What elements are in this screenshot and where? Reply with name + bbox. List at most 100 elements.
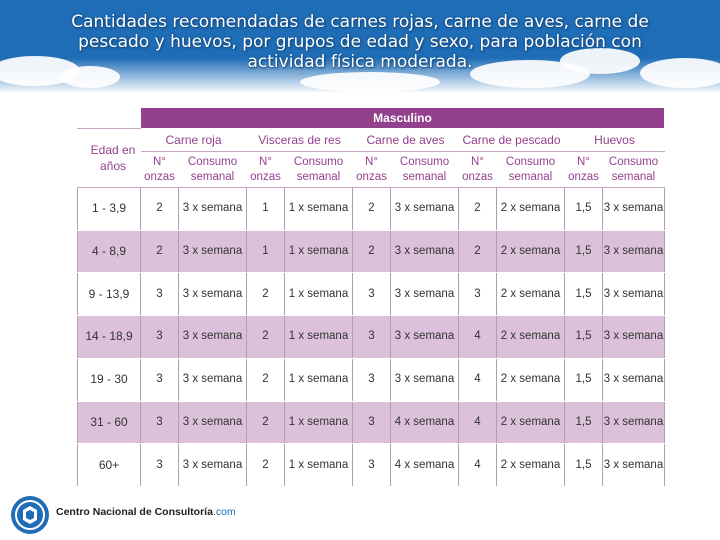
consumo-cell: 2 x semana	[496, 315, 565, 359]
onzas-cell: 1,5	[564, 315, 603, 359]
onzas-cell: 1,5	[564, 272, 603, 317]
consumo-cell: 1 x semana	[284, 315, 353, 359]
category-header-1: Carne roja	[140, 128, 247, 152]
consumo-cell: 2 x semana	[496, 400, 565, 445]
consumo-cell: 3 x semana	[390, 229, 459, 274]
subheader-consumo: Consumo semanal	[284, 151, 353, 188]
category-header-3: Carne de aves	[352, 128, 459, 152]
consumo-cell: 2 x semana	[496, 443, 565, 487]
age-cell: 4 - 8,9	[77, 229, 141, 274]
consumo-cell: 1 x semana	[284, 272, 353, 317]
onzas-cell: 1	[246, 187, 285, 231]
table-row: 9 - 13,9 3 3 x semana 2 1 x semana 3 3 x seman…	[77, 272, 665, 317]
consumo-cell: 3 x semana	[178, 357, 247, 402]
consumo-cell: 3 x semana	[602, 315, 665, 359]
footer-org-name: Centro Nacional de Consultoría.com	[56, 506, 236, 518]
subheader-consumo: Consumo semanal	[178, 151, 247, 188]
consumo-cell: 1 x semana	[284, 229, 353, 274]
onzas-cell: 4	[458, 443, 497, 487]
cnc-logo-icon	[11, 496, 49, 534]
table-row: 19 - 30 3 3 x semana 2 1 x semana 3 3 x semana…	[77, 357, 665, 402]
group-header-masculino: Masculino	[140, 107, 665, 129]
onzas-cell: 3	[352, 315, 391, 359]
subheader-consumo: Consumo semanal	[496, 151, 565, 188]
onzas-cell: 2	[246, 315, 285, 359]
consumo-cell: 4 x semana	[390, 443, 459, 487]
onzas-cell: 3	[352, 400, 391, 445]
table-row: 1 - 3,9 2 3 x semana 1 1 x semana 2 3 x semana…	[77, 187, 665, 231]
onzas-cell: 4	[458, 357, 497, 402]
table-row: 60+ 3 3 x semana 2 1 x semana 3 4 x semana 4 2 x…	[77, 443, 665, 487]
subheader-onzas: N° onzas	[140, 151, 179, 188]
consumo-cell: 3 x semana	[602, 272, 665, 317]
onzas-cell: 4	[458, 400, 497, 445]
org-name: Centro Nacional de Consultoría	[56, 506, 213, 518]
age-column-header: Edad en años	[77, 128, 141, 188]
subheader-consumo: Consumo semanal	[602, 151, 665, 188]
onzas-cell: 2	[458, 187, 497, 231]
consumo-cell: 3 x semana	[178, 229, 247, 274]
consumo-cell: 1 x semana	[284, 443, 353, 487]
consumo-cell: 1 x semana	[284, 357, 353, 402]
onzas-cell: 1,5	[564, 400, 603, 445]
consumo-cell: 3 x semana	[602, 443, 665, 487]
onzas-cell: 3	[140, 357, 179, 402]
subheader-onzas: N° onzas	[352, 151, 391, 188]
onzas-cell: 1,5	[564, 187, 603, 231]
category-header-5: Huevos	[564, 128, 665, 152]
age-cell: 19 - 30	[77, 357, 141, 402]
table-row: 31 - 60 3 3 x semana 2 1 x semana 3 4 x semana…	[77, 400, 665, 445]
onzas-cell: 4	[458, 315, 497, 359]
onzas-cell: 1,5	[564, 229, 603, 274]
onzas-cell: 3	[352, 357, 391, 402]
onzas-cell: 2	[458, 229, 497, 274]
consumo-cell: 2 x semana	[496, 272, 565, 317]
category-header-4: Carne de pescado	[458, 128, 565, 152]
table-row: 14 - 18,9 3 3 x semana 2 1 x semana 3 3 x sema…	[77, 315, 665, 359]
consumo-cell: 3 x semana	[178, 272, 247, 317]
recommendations-table: Masculino Edad en años Carne roja Viscera…	[77, 107, 665, 487]
onzas-cell: 3	[140, 400, 179, 445]
onzas-cell: 1,5	[564, 357, 603, 402]
onzas-cell: 2	[352, 229, 391, 274]
corner-cell	[77, 107, 141, 129]
header-banner	[0, 0, 720, 92]
age-cell: 60+	[77, 443, 141, 487]
onzas-cell: 2	[246, 357, 285, 402]
age-cell: 9 - 13,9	[77, 272, 141, 317]
subheader-onzas: N° onzas	[564, 151, 603, 188]
table-row: 4 - 8,9 2 3 x semana 1 1 x semana 2 3 x semana…	[77, 229, 665, 274]
consumo-cell: 3 x semana	[390, 272, 459, 317]
consumo-cell: 3 x semana	[178, 400, 247, 445]
age-cell: 14 - 18,9	[77, 315, 141, 359]
consumo-cell: 3 x semana	[178, 187, 247, 231]
consumo-cell: 3 x semana	[390, 357, 459, 402]
onzas-cell: 2	[246, 443, 285, 487]
consumo-cell: 3 x semana	[178, 443, 247, 487]
consumo-cell: 1 x semana	[284, 187, 353, 231]
consumo-cell: 3 x semana	[178, 315, 247, 359]
onzas-cell: 2	[246, 400, 285, 445]
onzas-cell: 2	[246, 272, 285, 317]
onzas-cell: 1	[246, 229, 285, 274]
onzas-cell: 2	[140, 229, 179, 274]
consumo-cell: 2 x semana	[496, 187, 565, 231]
consumo-cell: 3 x semana	[602, 357, 665, 402]
consumo-cell: 3 x semana	[390, 315, 459, 359]
onzas-cell: 2	[352, 187, 391, 231]
subheader-onzas: N° onzas	[246, 151, 285, 188]
category-header-2: Visceras de res	[246, 128, 353, 152]
consumo-cell: 3 x semana	[390, 187, 459, 231]
consumo-cell: 3 x semana	[602, 400, 665, 445]
consumo-cell: 3 x semana	[602, 229, 665, 274]
age-cell: 1 - 3,9	[77, 187, 141, 231]
subheader-onzas: N° onzas	[458, 151, 497, 188]
consumo-cell: 3 x semana	[602, 187, 665, 231]
consumo-cell: 2 x semana	[496, 229, 565, 274]
consumo-cell: 2 x semana	[496, 357, 565, 402]
consumo-cell: 1 x semana	[284, 400, 353, 445]
onzas-cell: 3	[352, 443, 391, 487]
page-title: Cantidades recomendadas de carnes rojas,…	[71, 12, 649, 72]
onzas-cell: 3	[140, 315, 179, 359]
onzas-cell: 3	[458, 272, 497, 317]
